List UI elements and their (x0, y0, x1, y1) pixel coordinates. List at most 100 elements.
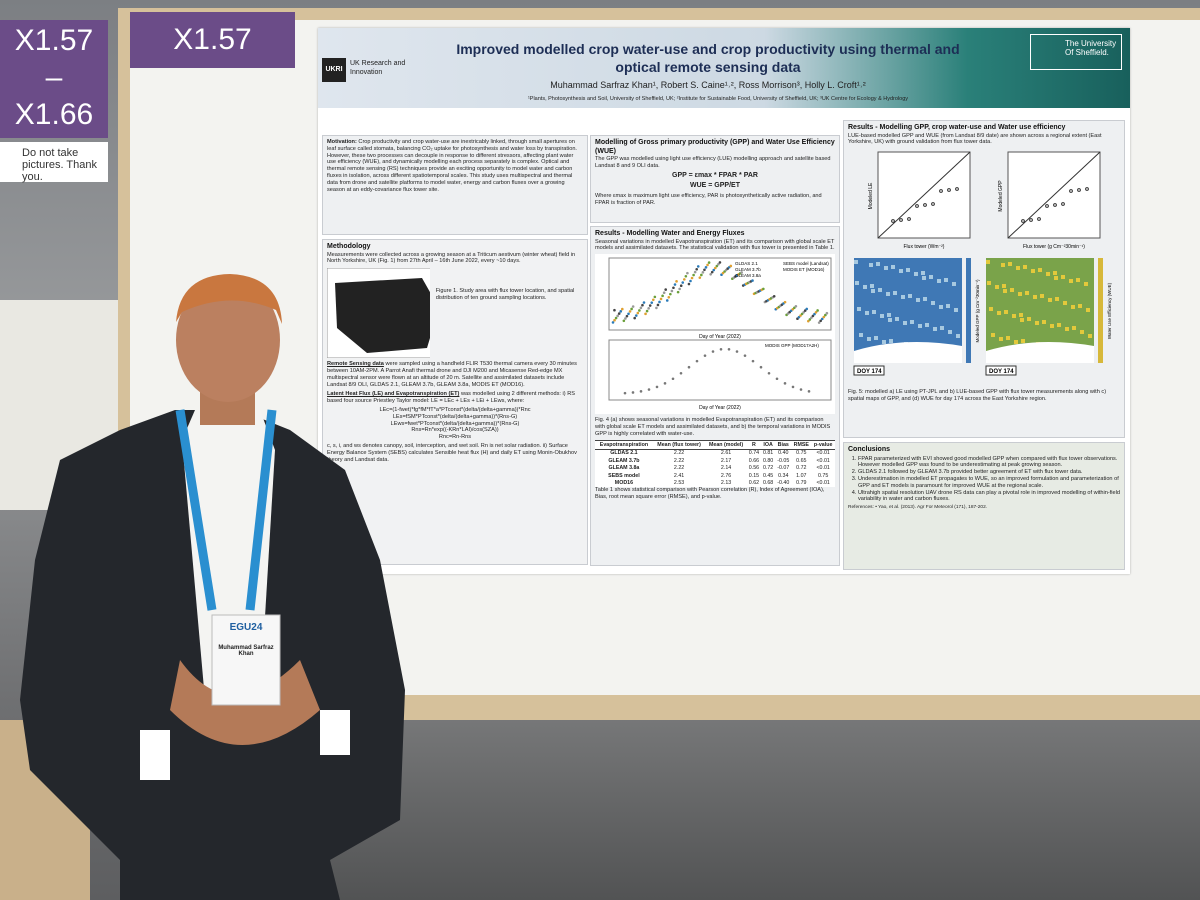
decor-pixel (1084, 282, 1088, 287)
badge-event: EGU24 (229, 622, 263, 633)
decor-pixel (1012, 314, 1016, 319)
decor-pixel (1055, 297, 1059, 302)
cell: 0.72 (762, 465, 774, 472)
axis-title: Flux tower (g Cm⁻²30min⁻¹) (1023, 244, 1085, 250)
decor-pixel (1076, 278, 1080, 283)
legend-entry: GLDAS 2.1 (735, 261, 758, 266)
decor-pixel (1035, 321, 1039, 326)
decor-point (720, 273, 723, 277)
org: UK Research and Innovation (350, 60, 406, 76)
text: was modelled using 2 different methods: … (327, 391, 575, 405)
decor-point (671, 377, 675, 381)
decor-pixel (1054, 276, 1058, 281)
decor-point (652, 298, 655, 302)
legend-entry: MODIS ET (MOD16) (783, 267, 825, 272)
decor-pixel (891, 265, 895, 270)
axis-title: Modeled GPP (g Cm⁻²30min⁻¹) (975, 279, 980, 342)
gpp-methods: Modelling of Gross primary productivity … (590, 135, 840, 223)
decor-point (701, 271, 705, 274)
decor-pixel (1038, 268, 1042, 273)
decor-point (641, 304, 644, 307)
decor-pixel (933, 327, 937, 332)
decor-point (743, 354, 747, 358)
decor-pixel (1008, 262, 1012, 267)
decor-pixel (859, 333, 863, 338)
decor-pixel (1071, 305, 1075, 310)
map-label: DOY 174 (989, 369, 1014, 375)
legend-entry: GLEAM 3.7b (735, 267, 761, 272)
column-header: Mean (model) (709, 441, 744, 448)
cell: GLDAS 2.1 (610, 450, 638, 457)
cell: GLEAM 3.7b (608, 457, 640, 464)
decor-point (659, 297, 663, 301)
decor-point (679, 284, 683, 288)
decor-point (1085, 187, 1089, 192)
decor-point (772, 295, 776, 298)
decor-point (727, 348, 731, 351)
references: References: • Yao, et al. (2013). Agr Fo… (848, 505, 988, 511)
decor-pixel (1023, 265, 1027, 270)
figure-5: Flux tower (Wm⁻²) Modeled LE Flux tower (g… (853, 151, 1112, 376)
cell: 0.15 (748, 472, 760, 479)
header-row: Evapotranspiration Mean (flux tower) Mean … (595, 440, 835, 450)
decor-point (751, 279, 754, 283)
decor-point (667, 296, 671, 299)
column-header: Bias (777, 441, 789, 448)
decor-point (710, 270, 714, 274)
axis-title: Day of Year (2022) (699, 405, 741, 411)
decor-pixel (987, 281, 991, 286)
decor-point (675, 280, 678, 283)
decor-point (800, 312, 804, 316)
decor-pixel (1050, 324, 1054, 329)
decor-point (717, 263, 720, 266)
decor-line (877, 151, 971, 239)
decor-point (665, 299, 669, 302)
decor-pixel (882, 340, 886, 345)
decor-point (939, 189, 943, 194)
cell: GLEAM 3.8a (608, 465, 640, 472)
decor-pixel (937, 279, 941, 284)
row: GLEAM 3.7b 2.22 2.17 0.66 0.80 -0.05 0.65 <0.01 (595, 457, 835, 464)
cell: <0.01 (816, 480, 830, 487)
decor-point (703, 354, 707, 358)
text: c, s, i, and ws denotes canopy, soil, in… (327, 443, 577, 463)
decor-point (664, 288, 667, 292)
decor-pixel (948, 330, 952, 335)
decor-point (692, 273, 695, 277)
conclusion: GLDAS 2.1 followed by GLEAM 3.7b provide… (858, 469, 1120, 476)
decor-point (639, 306, 643, 310)
decor-pixel (869, 263, 873, 268)
decor-pixel (1040, 294, 1044, 299)
decor-pixel (922, 276, 926, 281)
cell: 2.22 (673, 457, 685, 464)
decor-pixel (1020, 318, 1024, 323)
decor-point (816, 309, 819, 312)
cell: 2.14 (720, 465, 732, 472)
decor-point (740, 271, 743, 274)
text: Measurements were collected across a gro… (327, 251, 576, 265)
decor-point (797, 316, 801, 319)
row: GLEAM 3.8a 2.22 2.14 0.56 0.72 -0.07 0.72 <0.01 (595, 465, 835, 472)
decor-point (676, 290, 680, 294)
decor-point (899, 218, 903, 223)
cell: 0.75 (796, 450, 807, 457)
cell: 2.53 (673, 480, 685, 487)
cell: 0.66 (748, 457, 760, 464)
decor-point (621, 307, 624, 311)
label-bg (985, 365, 1017, 376)
decor-point (687, 282, 691, 286)
legend-entry: MODIS GPP (MOD17A2H) (765, 343, 819, 348)
decor-pixel (1002, 284, 1006, 289)
text: The GPP was modelled using light use eff… (595, 156, 831, 169)
decor-pixel (944, 278, 948, 283)
decor-point (802, 311, 805, 314)
subheading: Latent Heat Flux (LE) and Evapotranspira… (327, 391, 460, 398)
decor-pixel (870, 284, 874, 289)
decor-pixel (1053, 271, 1057, 276)
decor-point (803, 309, 807, 313)
heading: Motivation: (327, 139, 357, 145)
decor-pixel (1027, 317, 1031, 322)
decor-pixel (923, 297, 927, 302)
decor-point (819, 319, 822, 323)
